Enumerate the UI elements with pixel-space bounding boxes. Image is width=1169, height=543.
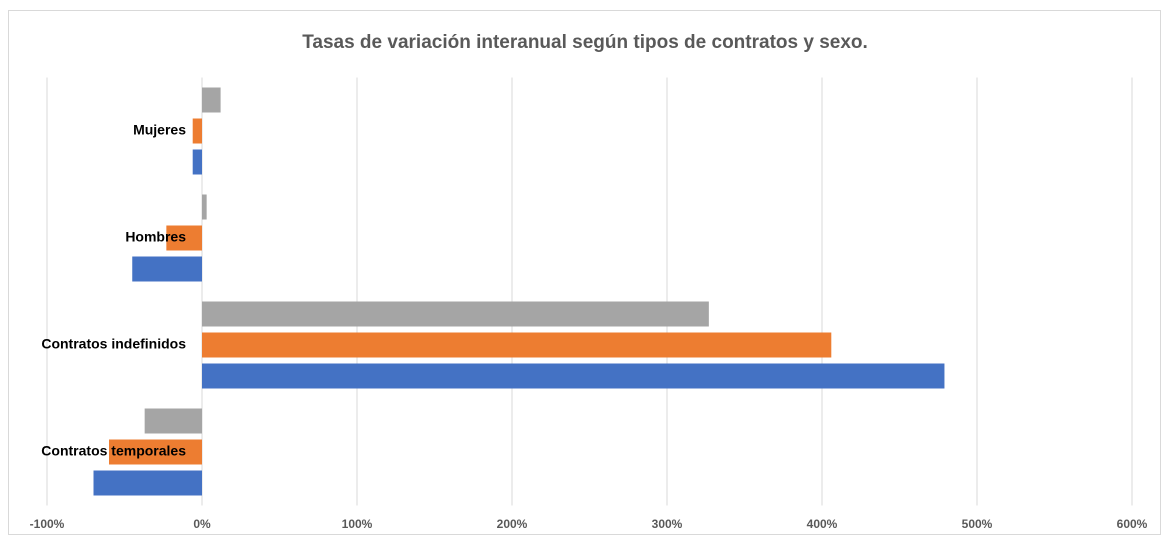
x-tick-label: 200% (497, 517, 528, 531)
x-tick-label: 500% (962, 517, 993, 531)
x-tick-label: 0% (193, 517, 211, 531)
bar (93, 470, 202, 496)
bar (202, 332, 832, 358)
x-tick-label: 100% (342, 517, 373, 531)
x-tick-label: -100% (30, 517, 65, 531)
x-tick-label: 400% (807, 517, 838, 531)
bar (166, 225, 202, 251)
x-tick-label: 600% (1117, 517, 1148, 531)
bar (192, 118, 202, 144)
bar (202, 363, 945, 389)
category-label: Hombres (125, 229, 186, 245)
bar (202, 87, 221, 113)
category-label: Mujeres (133, 122, 186, 138)
category-label: Contratos indefinidos (41, 336, 186, 352)
bar (202, 194, 207, 220)
bar (202, 301, 709, 327)
category-label: Contratos temporales (41, 443, 186, 459)
chart-title: Tasas de variación interanual según tipo… (302, 32, 868, 53)
bar (192, 149, 202, 175)
x-tick-label: 300% (652, 517, 683, 531)
bar (132, 256, 202, 282)
bar (109, 439, 202, 465)
bar (144, 408, 202, 434)
